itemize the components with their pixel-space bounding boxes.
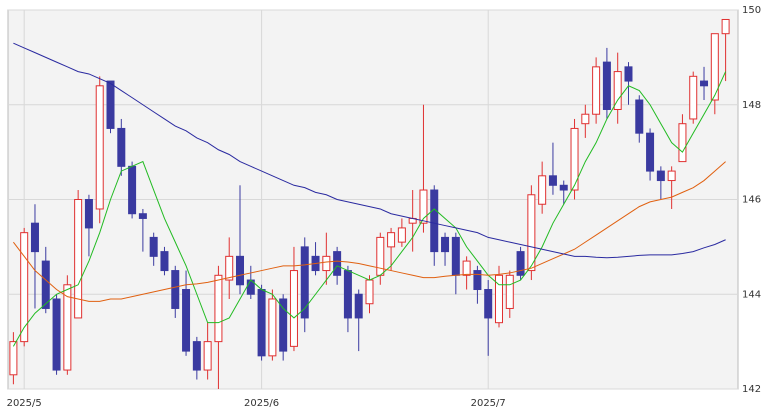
candle-body xyxy=(387,232,396,248)
candle-body xyxy=(635,99,644,134)
candle-body xyxy=(624,66,633,82)
moving-average-line xyxy=(13,42,726,259)
x-tick-label: 2025/7 xyxy=(471,398,506,409)
candle-body xyxy=(192,341,201,371)
candle-body xyxy=(171,270,180,309)
x-tick-label: 2025/5 xyxy=(7,398,42,409)
candle-body xyxy=(592,66,601,115)
candle-body xyxy=(343,270,352,319)
candle-body xyxy=(678,123,687,163)
candle-body xyxy=(441,236,450,253)
candle-body xyxy=(52,298,61,371)
candle-body xyxy=(257,289,266,357)
candle-body xyxy=(602,61,611,110)
candle-body xyxy=(182,289,191,352)
candle-body xyxy=(419,189,428,224)
candle-body xyxy=(95,85,104,210)
y-tick-label: 142 xyxy=(742,384,761,395)
y-tick-label: 144 xyxy=(742,289,761,300)
y-tick-label: 148 xyxy=(742,100,761,111)
candle-body xyxy=(538,175,547,205)
candle-body xyxy=(505,274,514,309)
candle-body xyxy=(30,222,39,253)
candle-body xyxy=(236,255,245,286)
candle-body xyxy=(710,33,719,101)
candle-body xyxy=(160,251,169,272)
x-tick-label: 2025/6 xyxy=(244,398,279,409)
candle-body xyxy=(689,75,698,120)
candle-body xyxy=(613,71,622,110)
candle-body xyxy=(484,289,493,319)
candle-body xyxy=(203,341,212,371)
candle-body xyxy=(451,236,460,276)
moving-average-line xyxy=(12,71,727,347)
candle-body xyxy=(376,236,385,276)
candle-body xyxy=(354,293,363,319)
candle-body xyxy=(322,255,331,272)
candle-body xyxy=(333,251,342,276)
candle-body xyxy=(84,199,93,229)
candle-body xyxy=(581,113,590,125)
candle-body xyxy=(667,170,676,182)
candle-body xyxy=(721,18,730,35)
candle-body xyxy=(494,274,503,324)
candle-body xyxy=(138,213,147,219)
moving-average-line xyxy=(12,161,726,302)
candle-body xyxy=(20,232,29,343)
candle-body xyxy=(279,298,288,352)
candle-body xyxy=(570,127,579,191)
candle-body xyxy=(63,284,72,371)
y-tick-label: 150 xyxy=(742,5,761,16)
candle-body xyxy=(646,132,655,172)
candle-body xyxy=(268,298,277,357)
y-tick-label: 146 xyxy=(742,195,761,206)
candle-body xyxy=(430,189,439,253)
candle-body xyxy=(41,260,50,309)
candle-body xyxy=(559,184,568,191)
candle-body xyxy=(225,255,234,281)
candle-body xyxy=(365,279,374,305)
candle-body xyxy=(300,246,309,319)
candle-body xyxy=(214,274,223,343)
candle-body xyxy=(106,80,115,129)
candle-body xyxy=(397,227,406,243)
candle-body xyxy=(700,80,709,87)
candle-body xyxy=(473,270,482,291)
candle-body xyxy=(117,127,126,167)
candle-body xyxy=(548,175,557,186)
candle-body xyxy=(527,194,536,272)
candle-body xyxy=(74,199,83,319)
candle-body xyxy=(9,341,18,376)
candle-body xyxy=(656,170,665,182)
candle-body xyxy=(128,165,137,215)
candle-body xyxy=(149,236,158,257)
candle-body xyxy=(462,260,471,276)
candle-body xyxy=(516,251,525,276)
candle-body xyxy=(289,270,298,347)
